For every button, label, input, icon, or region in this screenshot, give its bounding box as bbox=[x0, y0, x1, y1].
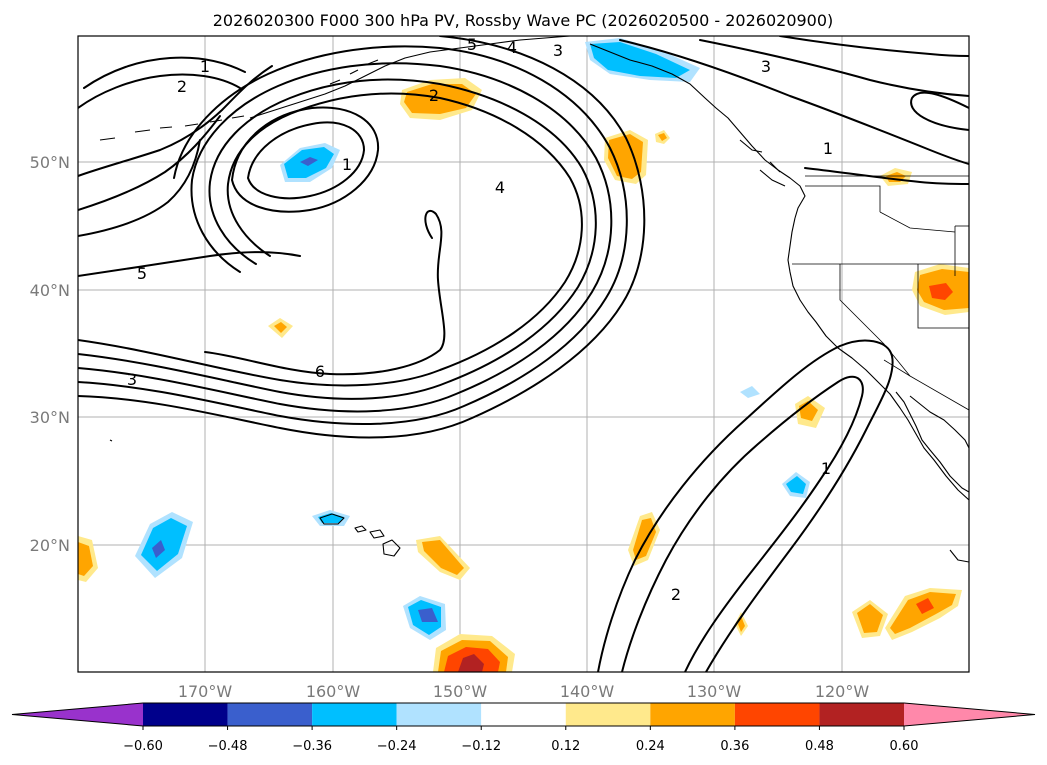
negative-patch bbox=[418, 608, 438, 622]
negative-patch bbox=[152, 540, 165, 558]
pv-contour bbox=[78, 73, 241, 109]
longitude-labels: 170°W 160°W 150°W 140°W 130°W 120°W bbox=[178, 682, 870, 701]
positive-patch bbox=[633, 518, 656, 560]
pv-contour bbox=[621, 375, 864, 672]
colorbar-segment bbox=[227, 703, 313, 726]
positive-patch bbox=[422, 540, 464, 575]
contour-label: 4 bbox=[507, 38, 517, 57]
colorbar-segment bbox=[143, 703, 228, 726]
positive-patch bbox=[608, 134, 643, 179]
pv-contour bbox=[699, 39, 969, 97]
pv-contour bbox=[78, 78, 597, 400]
pv-contour bbox=[78, 45, 628, 426]
lat-label: 50°N bbox=[30, 153, 70, 172]
contour-label: 1 bbox=[200, 57, 210, 76]
colorbar-extend-max bbox=[904, 703, 1035, 726]
contour-label: 3 bbox=[761, 57, 771, 76]
positive-patch bbox=[929, 283, 953, 300]
pv-contour bbox=[78, 251, 301, 277]
pv-contour bbox=[804, 167, 969, 185]
pv-contour bbox=[78, 92, 583, 387]
contour-label: 1 bbox=[342, 155, 352, 174]
colorbar-segment bbox=[396, 703, 482, 726]
map-frame bbox=[77, 35, 970, 673]
contour-label: 4 bbox=[495, 178, 505, 197]
contour-label: 2 bbox=[177, 77, 187, 96]
colorbar: −0.60 −0.48 −0.36 −0.24 −0.12 0.12 0.24 0.36 0.4… bbox=[11, 702, 1036, 754]
contour-label: 5 bbox=[137, 264, 147, 283]
lon-label: 170°W bbox=[178, 682, 233, 701]
positive-patch bbox=[274, 322, 287, 333]
pv-contour bbox=[78, 62, 613, 413]
contour-labels: 1 2 3 4 5 6 2 1 5 3 4 3 1 1 2 bbox=[127, 35, 833, 604]
negative-patch bbox=[786, 476, 806, 494]
colorbar-tick-label: −0.60 bbox=[123, 739, 163, 754]
pv-contour bbox=[910, 91, 969, 131]
colorbar-segment bbox=[312, 703, 397, 726]
pv-contour bbox=[247, 121, 365, 200]
colorbar-tick-label: −0.12 bbox=[461, 739, 501, 754]
pv-contour bbox=[78, 36, 646, 439]
coastlines bbox=[99, 36, 969, 563]
contour-label: 1 bbox=[821, 459, 831, 478]
latitude-labels: 50°N 40°N 30°N 20°N bbox=[30, 153, 70, 555]
pv-contour bbox=[619, 39, 969, 165]
pv-contour bbox=[78, 139, 201, 237]
lat-label: 20°N bbox=[30, 536, 70, 555]
lon-label: 120°W bbox=[815, 682, 870, 701]
negative-patch bbox=[141, 518, 187, 571]
pv-contour bbox=[83, 56, 246, 89]
positive-patch bbox=[916, 598, 934, 614]
lon-label: 130°W bbox=[687, 682, 742, 701]
lat-label: 30°N bbox=[30, 408, 70, 427]
colorbar-tick-label: 0.36 bbox=[720, 739, 749, 754]
pv-contour bbox=[78, 65, 273, 177]
colorbar-tick-label: 0.48 bbox=[805, 739, 834, 754]
colorbar-extend-min bbox=[12, 703, 143, 726]
pv-contour bbox=[78, 115, 221, 211]
lat-label: 40°N bbox=[30, 281, 70, 300]
colorbar-segment bbox=[565, 703, 651, 726]
pv-contour bbox=[231, 106, 380, 213]
lon-label: 150°W bbox=[433, 682, 488, 701]
colorbar-tick-label: −0.48 bbox=[208, 739, 248, 754]
pv-contours bbox=[78, 36, 969, 672]
positive-patch bbox=[658, 133, 667, 141]
negative-patch bbox=[590, 42, 690, 78]
lon-label: 140°W bbox=[560, 682, 615, 701]
contour-label: 3 bbox=[127, 370, 137, 389]
contour-label: 6 bbox=[315, 362, 325, 381]
colorbar-tick-label: −0.24 bbox=[377, 739, 417, 754]
colorbar-tick-label: 0.24 bbox=[636, 739, 665, 754]
contour-label: 5 bbox=[467, 35, 477, 54]
colorbar-segment bbox=[650, 703, 735, 726]
contour-label: 3 bbox=[553, 41, 563, 60]
map-title: 2026020300 F000 300 hPa PV, Rossby Wave … bbox=[213, 11, 834, 30]
contour-label: 1 bbox=[823, 139, 833, 158]
negative-patch bbox=[740, 386, 760, 398]
contour-label: 2 bbox=[671, 585, 681, 604]
negative-patch bbox=[300, 157, 318, 166]
colorbar-segment bbox=[734, 703, 820, 726]
positive-patch bbox=[78, 542, 93, 576]
contour-label: 2 bbox=[429, 86, 439, 105]
positive-patch bbox=[857, 604, 883, 633]
colorbar-segment bbox=[819, 703, 904, 726]
pv-contour bbox=[779, 36, 969, 57]
colorbar-tick-label: 0.60 bbox=[890, 739, 919, 754]
colorbar-segment bbox=[481, 703, 566, 726]
pv-contour bbox=[597, 339, 894, 672]
colorbar-tick-label: −0.36 bbox=[292, 739, 332, 754]
positive-patch bbox=[458, 654, 484, 672]
colorbar-tick-label: 0.12 bbox=[551, 739, 580, 754]
lon-label: 160°W bbox=[306, 682, 361, 701]
pv-contour bbox=[204, 210, 446, 376]
